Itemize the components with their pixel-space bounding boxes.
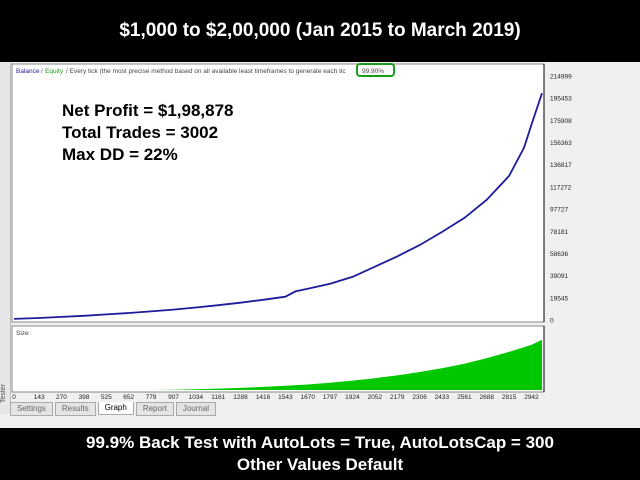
x-tick-label: 2052 [368,394,383,401]
x-tick-label: 1288 [233,394,248,401]
y-tick-label: 97727 [550,207,568,214]
size-chart-label: Size [16,330,29,337]
x-tick-label: 2942 [524,394,539,401]
x-tick-label: 2688 [480,394,495,401]
bottom-banner-line1: 99.9% Back Test with AutoLots = True, Au… [86,433,554,452]
x-tick-label: 1034 [189,394,204,401]
tab-journal[interactable]: Journal [175,402,217,416]
tester-tabs: Settings Results Graph Report Journal [10,402,217,416]
y-tick-label: 195453 [550,96,572,103]
x-tick-label: 2815 [502,394,517,401]
y-tick-label: 78181 [550,229,568,236]
y-tick-label: 19545 [550,295,568,302]
x-tick-labels: 0 143 270 398 525 652 779 907 1034 1161 1288 1416 15… [12,394,539,401]
x-tick-label: 907 [168,394,179,401]
model-quality-value: 99.90% [362,68,384,75]
legend-separator: / [41,68,43,75]
bottom-banner: 99.9% Back Test with AutoLots = True, Au… [0,428,640,480]
y-tick-label: 58636 [550,251,568,258]
x-tick-label: 270 [56,394,67,401]
legend-description: / Every tick (the most precise method ba… [66,68,346,75]
x-tick-label: 0 [12,394,16,401]
tab-report[interactable]: Report [135,402,174,416]
tab-settings[interactable]: Settings [10,402,53,416]
x-tick-label: 1543 [278,394,293,401]
x-tick-label: 652 [123,394,134,401]
x-tick-label: 2179 [390,394,405,401]
tab-results[interactable]: Results [54,402,96,416]
legend-balance: Balance [16,68,40,75]
series-line-balance [13,92,543,320]
x-tick-label: 1161 [211,394,225,401]
top-banner-title: $1,000 to $2,00,000 (Jan 2015 to March 2… [119,20,521,41]
strategy-tester-panel: Tester Balance / Equity / Every tick (th… [0,62,640,428]
bottom-banner-line2: Other Values Default [236,455,404,474]
y-tick-label: 136817 [550,162,572,169]
legend-equity: Equity [45,68,64,75]
stat-total-trades: Total Trades = 3002 [62,123,219,142]
x-tick-label: 2561 [457,394,472,401]
x-tick-label: 1670 [300,394,315,401]
stats-annotation: Net Profit = $1,98,878 Total Trades = 30… [62,100,234,166]
tab-graph[interactable]: Graph [97,402,134,415]
y-tick-label: 117272 [550,184,572,191]
x-tick-label: 2433 [435,394,450,401]
stat-net-profit: Net Profit = $1,98,878 [62,101,234,120]
x-tick-label: 779 [146,394,157,401]
stat-max-dd: Max DD = 22% [62,145,178,164]
y-tick-label: 175908 [550,118,572,125]
y-tick-label: 39091 [550,273,568,280]
x-tick-label: 143 [34,394,45,401]
x-tick-label: 1797 [323,394,338,401]
model-quality-highlight [356,63,395,77]
x-tick-label: 1416 [256,394,271,401]
x-tick-label: 525 [101,394,112,401]
y-tick-labels: 0 19545 39091 58636 78181 97727 117272 136817 15… [550,74,572,325]
y-tick-label: 156363 [550,140,572,147]
x-tick-label: 398 [79,394,90,401]
y-tick-label: 214999 [550,74,572,81]
y-tick-label: 0 [550,318,554,325]
size-area-series [14,339,542,390]
main-chart-area [11,63,545,323]
x-tick-label: 1924 [345,394,360,401]
tester-chart: Balance / Equity / Every tick (the most … [11,63,572,401]
x-tick-label: 2306 [412,394,427,401]
tester-side-strip: Tester [0,62,11,414]
